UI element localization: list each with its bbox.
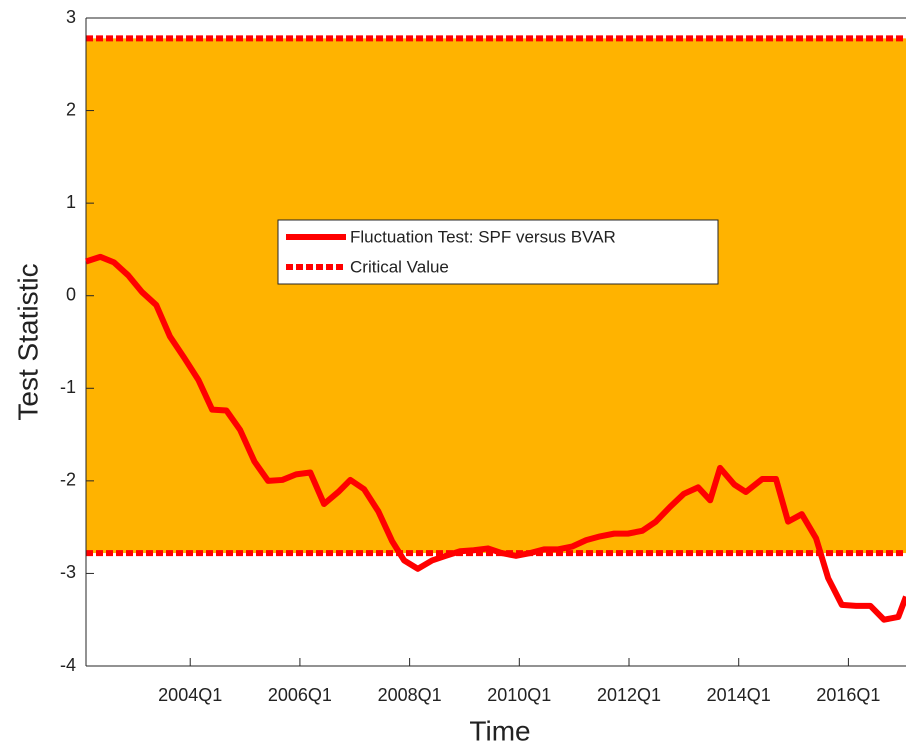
y-axis-label: Test Statistic — [12, 263, 43, 420]
y-tick-label: 0 — [66, 284, 76, 304]
legend: Fluctuation Test: SPF versus BVAR Critica… — [277, 219, 719, 285]
x-tick-label: 2010Q1 — [487, 685, 551, 705]
critical-band — [86, 38, 906, 554]
legend-label: Critical Value — [350, 257, 449, 276]
y-tick-label: -2 — [60, 470, 76, 490]
y-tick-label: -4 — [60, 655, 76, 675]
y-tick-label: 2 — [66, 99, 76, 119]
x-tick-label: 2008Q1 — [378, 685, 442, 705]
x-tick-label: 2012Q1 — [597, 685, 661, 705]
y-tick-label: -3 — [60, 562, 76, 582]
legend-label: Fluctuation Test: SPF versus BVAR — [350, 227, 616, 246]
line-series — [85, 253, 906, 623]
x-axis-label: Time — [469, 715, 530, 746]
x-tick-label: 2006Q1 — [268, 685, 332, 705]
x-tick-label: 2014Q1 — [707, 685, 771, 705]
y-tick-label: -1 — [60, 377, 76, 397]
x-tick-label: 2016Q1 — [816, 685, 880, 705]
y-tick-label: 1 — [66, 192, 76, 212]
legend-box — [277, 219, 719, 285]
y-tick-label: 3 — [66, 7, 76, 27]
x-tick-label: 2004Q1 — [158, 685, 222, 705]
